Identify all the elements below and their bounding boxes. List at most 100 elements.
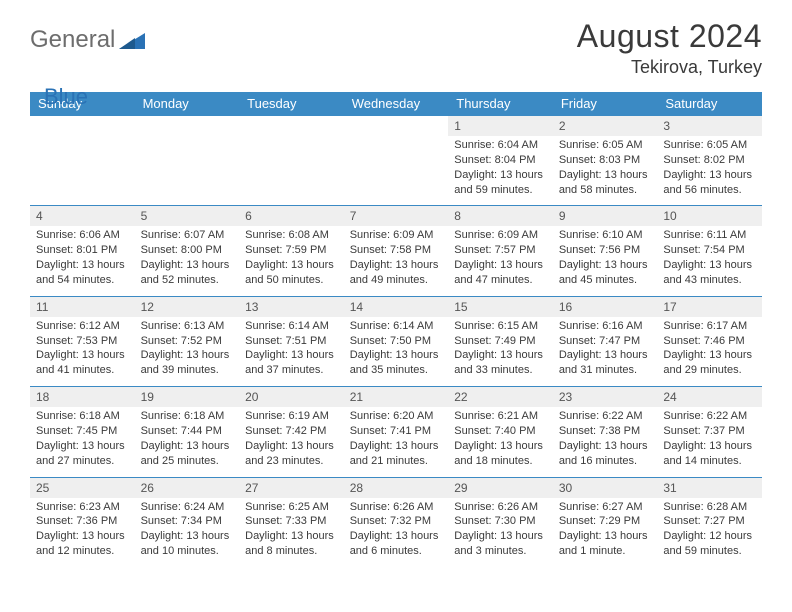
sunrise-line: Sunrise: 6:23 AM: [36, 501, 120, 513]
daylight-line: Daylight: 13 hours and 18 minutes.: [454, 440, 543, 467]
day-detail-cell: Sunrise: 6:06 AMSunset: 8:01 PMDaylight:…: [30, 226, 135, 296]
daylight-line: Daylight: 13 hours and 35 minutes.: [350, 349, 439, 376]
sunrise-line: Sunrise: 6:06 AM: [36, 229, 120, 241]
day-detail-cell: Sunrise: 6:11 AMSunset: 7:54 PMDaylight:…: [657, 226, 762, 296]
day-number-cell: 13: [239, 296, 344, 317]
sunset-line: Sunset: 7:42 PM: [245, 425, 326, 437]
sunrise-line: Sunrise: 6:26 AM: [350, 501, 434, 513]
day-detail-cell: Sunrise: 6:07 AMSunset: 8:00 PMDaylight:…: [135, 226, 240, 296]
day-number-cell: 2: [553, 116, 658, 137]
logo-triangle-icon: [119, 31, 145, 49]
daylight-line: Daylight: 13 hours and 14 minutes.: [663, 440, 752, 467]
day-number-cell: [344, 116, 449, 137]
sunset-line: Sunset: 7:32 PM: [350, 515, 431, 527]
day-number-cell: 16: [553, 296, 658, 317]
sunrise-line: Sunrise: 6:14 AM: [350, 320, 434, 332]
sunset-line: Sunset: 8:01 PM: [36, 244, 117, 256]
day-number-cell: 5: [135, 206, 240, 227]
sunrise-line: Sunrise: 6:13 AM: [141, 320, 225, 332]
daylight-line: Daylight: 13 hours and 12 minutes.: [36, 530, 125, 557]
calendar-table: SundayMondayTuesdayWednesdayThursdayFrid…: [30, 92, 762, 567]
daylight-line: Daylight: 13 hours and 6 minutes.: [350, 530, 439, 557]
sunrise-line: Sunrise: 6:22 AM: [559, 410, 643, 422]
day-number-row: 25262728293031: [30, 477, 762, 498]
sunrise-line: Sunrise: 6:20 AM: [350, 410, 434, 422]
daylight-line: Daylight: 13 hours and 33 minutes.: [454, 349, 543, 376]
logo: General: [30, 18, 149, 54]
sunset-line: Sunset: 7:54 PM: [663, 244, 744, 256]
day-number-cell: 22: [448, 387, 553, 408]
daylight-line: Daylight: 13 hours and 27 minutes.: [36, 440, 125, 467]
sunset-line: Sunset: 7:44 PM: [141, 425, 222, 437]
daylight-line: Daylight: 13 hours and 8 minutes.: [245, 530, 334, 557]
day-number-cell: [30, 116, 135, 137]
sunrise-line: Sunrise: 6:05 AM: [663, 139, 747, 151]
daylight-line: Daylight: 13 hours and 43 minutes.: [663, 259, 752, 286]
day-number-cell: 14: [344, 296, 449, 317]
day-number-cell: 4: [30, 206, 135, 227]
daylight-line: Daylight: 13 hours and 45 minutes.: [559, 259, 648, 286]
sunset-line: Sunset: 7:30 PM: [454, 515, 535, 527]
logo-text-accent: Blue: [44, 84, 88, 110]
daylight-line: Daylight: 13 hours and 29 minutes.: [663, 349, 752, 376]
day-number-cell: 31: [657, 477, 762, 498]
day-number-cell: 21: [344, 387, 449, 408]
day-detail-cell: Sunrise: 6:10 AMSunset: 7:56 PMDaylight:…: [553, 226, 658, 296]
day-detail-cell: Sunrise: 6:13 AMSunset: 7:52 PMDaylight:…: [135, 317, 240, 387]
weekday-header-row: SundayMondayTuesdayWednesdayThursdayFrid…: [30, 92, 762, 116]
day-detail-cell: Sunrise: 6:08 AMSunset: 7:59 PMDaylight:…: [239, 226, 344, 296]
day-detail-cell: Sunrise: 6:17 AMSunset: 7:46 PMDaylight:…: [657, 317, 762, 387]
day-number-cell: 15: [448, 296, 553, 317]
day-number-cell: [239, 116, 344, 137]
sunrise-line: Sunrise: 6:18 AM: [141, 410, 225, 422]
sunrise-line: Sunrise: 6:18 AM: [36, 410, 120, 422]
day-detail-cell: Sunrise: 6:15 AMSunset: 7:49 PMDaylight:…: [448, 317, 553, 387]
daylight-line: Daylight: 13 hours and 37 minutes.: [245, 349, 334, 376]
daylight-line: Daylight: 13 hours and 58 minutes.: [559, 169, 648, 196]
day-number-cell: 18: [30, 387, 135, 408]
daylight-line: Daylight: 13 hours and 16 minutes.: [559, 440, 648, 467]
day-detail-cell: Sunrise: 6:26 AMSunset: 7:30 PMDaylight:…: [448, 498, 553, 567]
sunrise-line: Sunrise: 6:25 AM: [245, 501, 329, 513]
sunset-line: Sunset: 7:40 PM: [454, 425, 535, 437]
day-number-cell: 11: [30, 296, 135, 317]
sunset-line: Sunset: 7:41 PM: [350, 425, 431, 437]
daylight-line: Daylight: 13 hours and 50 minutes.: [245, 259, 334, 286]
daylight-line: Daylight: 13 hours and 52 minutes.: [141, 259, 230, 286]
day-number-cell: 3: [657, 116, 762, 137]
sunset-line: Sunset: 7:36 PM: [36, 515, 117, 527]
day-detail-cell: Sunrise: 6:28 AMSunset: 7:27 PMDaylight:…: [657, 498, 762, 567]
day-detail-cell: Sunrise: 6:14 AMSunset: 7:50 PMDaylight:…: [344, 317, 449, 387]
day-number-row: 123: [30, 116, 762, 137]
daylight-line: Daylight: 13 hours and 23 minutes.: [245, 440, 334, 467]
day-detail-cell: [135, 136, 240, 206]
day-detail-row: Sunrise: 6:06 AM Sunset: 8:01 PM Daylight:…: [30, 226, 762, 296]
day-detail-cell: Sunrise: 6:18 AM Sunset: 7:45 PM Daylight:…: [30, 407, 135, 477]
day-detail-cell: Sunrise: 6:18 AMSunset: 7:44 PMDaylight:…: [135, 407, 240, 477]
day-detail-cell: Sunrise: 6:12 AMSunset: 7:53 PMDaylight:…: [30, 317, 135, 387]
day-detail-cell: [30, 136, 135, 206]
sunrise-line: Sunrise: 6:16 AM: [559, 320, 643, 332]
logo-text-main: General: [30, 26, 115, 54]
day-detail-cell: Sunrise: 6:05 AMSunset: 8:03 PMDaylight:…: [553, 136, 658, 206]
sunset-line: Sunset: 7:57 PM: [454, 244, 535, 256]
weekday-header: Tuesday: [239, 92, 344, 116]
sunrise-line: Sunrise: 6:22 AM: [663, 410, 747, 422]
weekday-header: Saturday: [657, 92, 762, 116]
day-number-cell: 8: [448, 206, 553, 227]
sunset-line: Sunset: 7:45 PM: [36, 425, 117, 437]
sunset-line: Sunset: 7:59 PM: [245, 244, 326, 256]
day-detail-cell: Sunrise: 6:25 AMSunset: 7:33 PMDaylight:…: [239, 498, 344, 567]
day-detail-cell: Sunrise: 6:09 AMSunset: 7:58 PMDaylight:…: [344, 226, 449, 296]
daylight-line: Daylight: 13 hours and 41 minutes.: [36, 349, 125, 376]
sunrise-line: Sunrise: 6:14 AM: [245, 320, 329, 332]
sunset-line: Sunset: 7:52 PM: [141, 335, 222, 347]
day-detail-cell: Sunrise: 6:14 AMSunset: 7:51 PMDaylight:…: [239, 317, 344, 387]
daylight-line: Daylight: 13 hours and 49 minutes.: [350, 259, 439, 286]
sunset-line: Sunset: 8:04 PM: [454, 154, 535, 166]
sunrise-line: Sunrise: 6:19 AM: [245, 410, 329, 422]
daylight-line: Daylight: 13 hours and 31 minutes.: [559, 349, 648, 376]
sunrise-line: Sunrise: 6:15 AM: [454, 320, 538, 332]
sunrise-line: Sunrise: 6:04 AM: [454, 139, 538, 151]
daylight-line: Daylight: 13 hours and 1 minute.: [559, 530, 648, 557]
